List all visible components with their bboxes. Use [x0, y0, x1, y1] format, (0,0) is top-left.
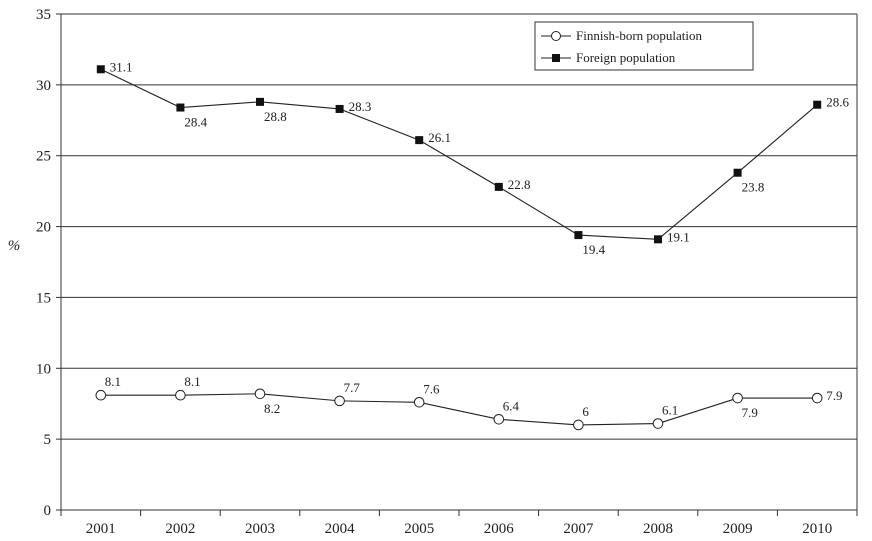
series-line-finnish — [100, 393, 818, 426]
data-point-foreign — [335, 104, 344, 113]
data-point-foreign — [256, 97, 264, 106]
x-tick-label: 2008 — [643, 521, 673, 537]
y-tick-label: 5 — [44, 432, 52, 448]
data-label-foreign: 22.8 — [508, 177, 531, 192]
x-tick-label: 2010 — [802, 521, 832, 537]
data-label-foreign: 28.8 — [264, 109, 287, 124]
data-labels: 8.1 8.1 8.2 7.7 7.6 6.4 6 6.1 7.9 7.9 31.1 28.4 28.8… — [105, 59, 850, 420]
axes — [60, 14, 858, 511]
data-point-foreign — [654, 235, 662, 244]
data-label-foreign: 26.1 — [428, 130, 451, 145]
legend-marker-finnish — [551, 31, 561, 41]
x-tick-label: 2001 — [86, 521, 116, 537]
data-label-foreign: 28.3 — [349, 99, 372, 114]
y-tick-label: 15 — [36, 290, 51, 306]
x-tick-label: 2005 — [404, 521, 434, 537]
data-label-finnish: 6.1 — [662, 403, 678, 418]
y-tick-label: 10 — [36, 361, 51, 377]
data-label-finnish: 8.1 — [105, 374, 121, 389]
data-point-foreign — [574, 231, 583, 240]
data-label-foreign: 19.4 — [582, 242, 605, 257]
data-point-finnish — [413, 396, 425, 408]
data-label-finnish: 7.9 — [826, 388, 842, 403]
data-point-finnish — [95, 389, 107, 401]
y-tick-label: 0 — [44, 503, 52, 519]
data-label-foreign: 19.1 — [667, 229, 690, 244]
data-label-finnish: 6 — [582, 404, 589, 419]
data-label-finnish: 8.1 — [184, 374, 200, 389]
data-point-finnish — [811, 392, 823, 404]
data-point-foreign — [494, 182, 503, 191]
series-layer — [95, 65, 823, 431]
data-point-foreign — [733, 168, 742, 177]
data-point-finnish — [652, 418, 664, 429]
data-label-foreign: 31.1 — [110, 59, 133, 74]
y-tick-label: 25 — [36, 149, 51, 165]
legend-marker-foreign — [552, 54, 560, 62]
data-point-foreign — [415, 136, 424, 145]
data-label-foreign: 28.6 — [826, 95, 849, 110]
data-label-foreign: 28.4 — [184, 115, 207, 130]
series-line-foreign — [100, 68, 818, 240]
data-label-finnish: 7.7 — [344, 380, 361, 395]
gridlines — [61, 13, 857, 511]
data-point-finnish — [175, 389, 186, 401]
legend-label-finnish: Finnish-born population — [576, 28, 703, 43]
y-axis-label: % — [8, 238, 21, 254]
data-point-foreign — [176, 103, 185, 112]
x-tick-label: 2009 — [723, 521, 753, 537]
data-point-finnish — [573, 419, 584, 431]
data-point-finnish — [493, 414, 505, 425]
data-point-finnish — [732, 392, 743, 404]
legend: Finnish-born population Foreign populati… — [534, 21, 754, 71]
x-tick-label: 2006 — [484, 521, 515, 537]
data-point-foreign — [96, 65, 105, 74]
x-tick-label: 2007 — [563, 521, 594, 537]
data-point-finnish — [334, 395, 345, 407]
data-point-finnish — [254, 388, 266, 400]
data-point-foreign — [813, 100, 822, 109]
data-label-finnish: 6.4 — [503, 398, 520, 413]
data-label-finnish: 7.6 — [423, 381, 440, 396]
x-axis-ticks: 2001 2002 2003 2004 2005 2006 2007 2008 2009 2010 — [60, 510, 858, 537]
legend-label-foreign: Foreign population — [576, 50, 676, 65]
data-label-finnish: 8.2 — [264, 401, 280, 416]
data-label-finnish: 7.9 — [742, 405, 758, 420]
x-tick-label: 2002 — [165, 521, 195, 537]
y-tick-label: 20 — [36, 220, 51, 236]
x-tick-label: 2004 — [325, 521, 356, 537]
x-tick-label: 2003 — [245, 521, 275, 537]
y-axis-ticks: 0 5 10 15 20 25 30 35 — [36, 7, 61, 519]
y-tick-label: 30 — [36, 78, 51, 94]
y-tick-label: 35 — [36, 7, 51, 23]
legend-box — [534, 21, 754, 71]
data-label-foreign: 23.8 — [742, 180, 765, 195]
